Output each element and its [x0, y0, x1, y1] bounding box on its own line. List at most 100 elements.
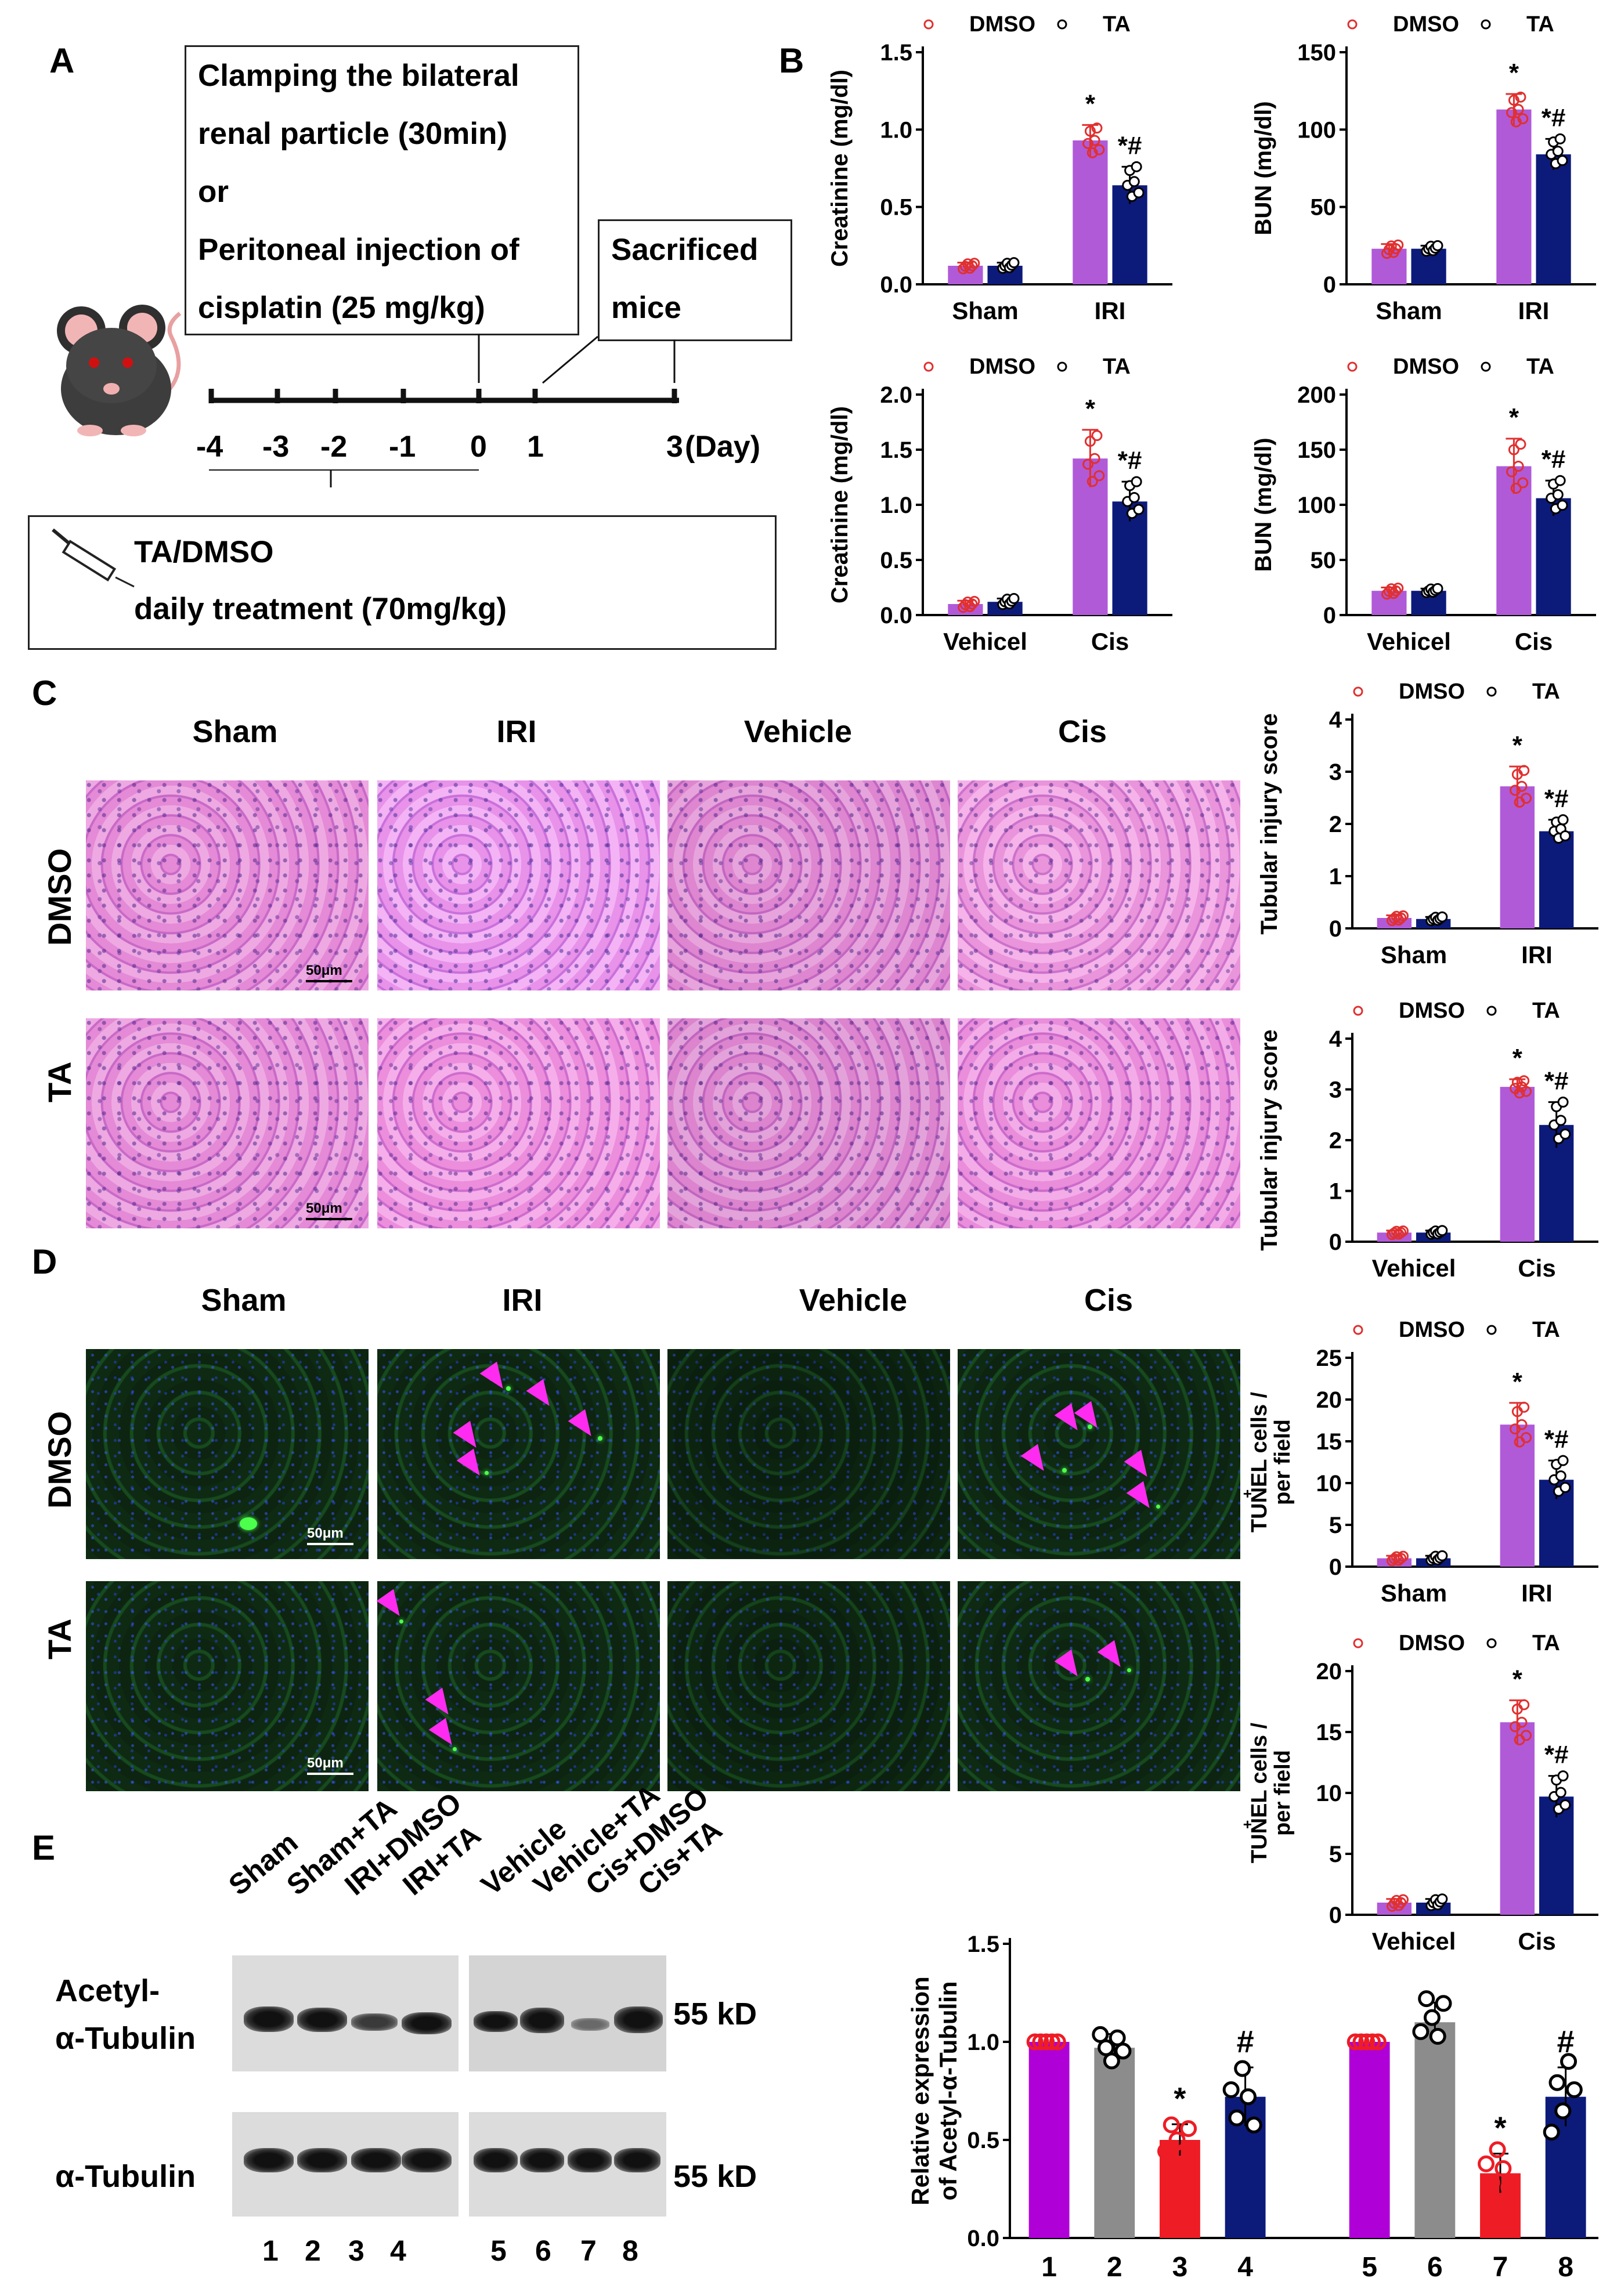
y-axis-label-line1: TUNEL cells /: [1247, 1722, 1272, 1863]
data-point: [1518, 765, 1530, 776]
x-tick-label: 5: [1362, 2252, 1377, 2283]
lane-numbers: 1 2 3 4 5 6 7 8: [232, 2234, 673, 2269]
data-point: [1555, 1787, 1566, 1798]
tunel-ta-vehicle: [667, 1581, 950, 1791]
treatment-line-2: daily treatment (70mg/kg): [134, 592, 507, 626]
data-point: [1560, 1481, 1571, 1493]
bar: [1500, 1087, 1535, 1242]
significance-mark: *: [1494, 2111, 1506, 2146]
significance-mark: *#: [1544, 1425, 1569, 1453]
data-point: [1114, 2042, 1132, 2060]
data-point: [1517, 113, 1529, 125]
chart-tunel-iri: 0 5 10 15 20 25 TUNEL cells /+ per field DMSO TA S…: [1242, 1318, 1598, 1607]
data-point: [1098, 2039, 1115, 2056]
data-point: [1180, 2120, 1197, 2138]
tunel-ta-cis: [958, 1581, 1240, 1791]
y-tick-label: 0.5: [967, 2128, 999, 2153]
data-point: [1432, 240, 1443, 251]
data-point: [1478, 2155, 1495, 2172]
x-tick-label: IRI: [1095, 297, 1126, 324]
data-point: [1521, 1730, 1532, 1741]
data-point: [1109, 2029, 1126, 2046]
data-point: [1082, 138, 1094, 149]
data-point: [1093, 144, 1105, 156]
data-point: [1512, 104, 1524, 115]
y-axis-label: TUNEL cells /+ per field: [1242, 1722, 1295, 1863]
data-point: [1392, 583, 1404, 594]
x-tick-label: Sham: [1381, 941, 1447, 968]
significance-mark: *: [1512, 1665, 1523, 1693]
blot-tubulin-right: [469, 2112, 666, 2217]
data-point: [1521, 793, 1532, 804]
data-point: [1392, 239, 1404, 251]
data-point: [1398, 1225, 1409, 1236]
panel-label-e: E: [32, 1828, 56, 1867]
legend-dmso: DMSO: [969, 355, 1035, 379]
y-axis-label-sup: +: [1242, 1489, 1256, 1498]
data-point: [1084, 125, 1096, 137]
treatment-box: TA/DMSO daily treatment (70mg/kg): [28, 515, 777, 650]
data-point: [1560, 830, 1571, 842]
y-tick-label: 1.0: [880, 493, 912, 518]
significance-mark: *: [1085, 395, 1096, 423]
procedure-line-2: renal particle (30min): [198, 117, 508, 151]
he-dmso-cis: [958, 780, 1240, 990]
lane-number-1: 1: [262, 2234, 279, 2267]
data-point: [1358, 2033, 1376, 2051]
bar: [1073, 140, 1108, 284]
legend-marker-ta: [1057, 19, 1067, 30]
d-row-ta: TA: [41, 1618, 78, 1660]
data-point: [1364, 2033, 1381, 2051]
sacrifice-box: Sacrificed mice: [598, 219, 792, 341]
data-point: [1557, 1770, 1569, 1782]
legend-marker-dmso: [1347, 19, 1358, 30]
y-tick-label: 2: [1329, 1128, 1342, 1154]
legend-marker-dmso: [1353, 1006, 1363, 1016]
y-axis-label-line2: of Acetyl-α-Tubulin: [934, 1981, 962, 2200]
legend-ta: TA: [1526, 355, 1554, 379]
data-point: [1436, 911, 1448, 923]
data-point: [1174, 2146, 1192, 2164]
data-point: [1228, 2109, 1246, 2127]
timeline-labels: -4 -3 -2 -1 0 1 3 (Day): [192, 429, 795, 476]
kd-label-1: 55 kD: [673, 1997, 757, 2031]
tunel-dmso-cis: [958, 1349, 1240, 1559]
c-row-ta: TA: [41, 1061, 78, 1103]
chart-tunel-cis: 0 5 10 15 20 TUNEL cells /+ per field DMSO TA Veh…: [1242, 1631, 1598, 1955]
data-point: [1131, 161, 1142, 172]
data-point: [1395, 1553, 1407, 1564]
x-tick-label: 4: [1237, 2252, 1253, 2283]
data-point: [1510, 483, 1522, 494]
he-ta-iri: [377, 1018, 660, 1228]
data-point: [1398, 910, 1409, 921]
acetyl-label-line1: Acetyl-: [55, 1973, 160, 2008]
y-tick-label: 100: [1297, 493, 1336, 518]
legend-dmso: DMSO: [1399, 1318, 1465, 1342]
data-point: [1560, 2053, 1577, 2070]
data-point: [1128, 176, 1140, 187]
data-point: [1032, 2033, 1049, 2051]
x-tick-label: 6: [1427, 2252, 1443, 2283]
tick-label-m3: -3: [262, 430, 290, 464]
y-axis-label-line1: TUNEL cells /: [1247, 1391, 1272, 1532]
y-tick-label: 0: [1323, 272, 1336, 298]
y-tick-label: 1.0: [967, 2030, 999, 2055]
data-point: [1565, 2081, 1583, 2098]
chart-bun-cis: 0 50 100 150 200 BUN (mg/dl) DMSO TA Vehicel Cis *…: [1251, 355, 1596, 655]
y-tick-label: 1.5: [880, 40, 912, 66]
tunel-dmso-iri: [377, 1349, 660, 1559]
y-tick-label: 3: [1329, 1078, 1342, 1103]
y-tick-label: 2.0: [880, 382, 912, 408]
data-point: [1128, 491, 1140, 503]
y-tick-label: 25: [1316, 1346, 1342, 1371]
panel-label-d: D: [32, 1242, 57, 1281]
data-point: [1557, 814, 1569, 826]
data-point: [1418, 1990, 1435, 2008]
he-ta-vehicle: [667, 1018, 950, 1228]
data-point: [1517, 477, 1529, 489]
legend-marker-dmso: [1353, 1325, 1363, 1335]
panel-label-b: B: [779, 41, 804, 80]
data-point: [1398, 1550, 1409, 1562]
data-point: [1157, 2142, 1174, 2160]
data-point: [1555, 1115, 1566, 1126]
